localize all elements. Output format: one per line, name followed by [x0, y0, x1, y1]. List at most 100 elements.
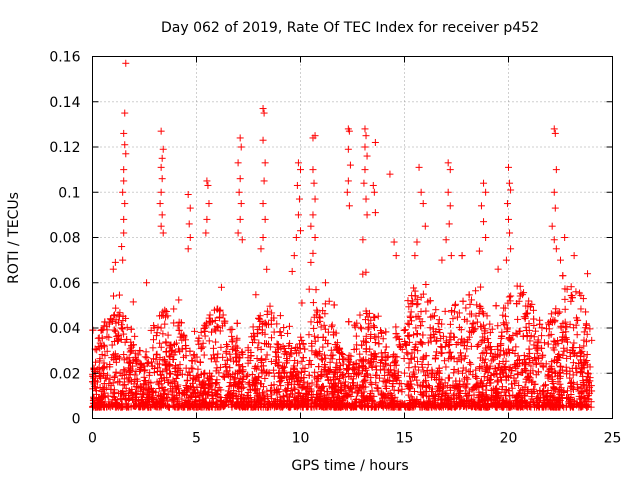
- x-tick-label: 0: [88, 431, 97, 447]
- data-point: [120, 366, 128, 374]
- data-point-peak: [551, 204, 559, 212]
- data-point: [196, 358, 204, 366]
- data-point: [504, 324, 512, 332]
- data-point: [396, 341, 404, 349]
- data-point: [557, 362, 565, 370]
- data-point: [92, 358, 100, 366]
- data-point: [431, 355, 439, 363]
- data-point: [576, 348, 584, 356]
- data-point: [304, 391, 312, 399]
- data-point: [217, 393, 225, 401]
- data-point: [285, 322, 293, 330]
- data-point: [424, 361, 432, 369]
- data-point: [356, 311, 364, 319]
- data-point: [157, 392, 165, 400]
- data-point: [477, 322, 485, 330]
- data-point: [127, 325, 135, 333]
- data-point-peak: [184, 191, 192, 199]
- data-point-peak: [111, 258, 119, 266]
- data-point: [458, 252, 466, 260]
- data-point: [294, 397, 302, 405]
- data-point: [258, 326, 266, 334]
- data-point: [284, 379, 292, 387]
- data-point: [191, 327, 199, 335]
- data-point: [416, 338, 424, 346]
- data-point: [498, 332, 506, 340]
- data-point: [293, 343, 301, 351]
- data-point: [451, 308, 459, 316]
- data-point: [432, 337, 440, 345]
- data-point: [401, 340, 409, 348]
- data-point: [344, 382, 352, 390]
- data-point: [502, 319, 510, 327]
- data-point: [165, 352, 173, 360]
- data-point: [200, 351, 208, 359]
- data-point: [186, 371, 194, 379]
- data-point-peak: [290, 252, 298, 260]
- data-point: [415, 366, 423, 374]
- data-point: [458, 369, 466, 377]
- data-point: [147, 379, 155, 387]
- data-point-peak: [307, 258, 315, 266]
- data-point: [279, 343, 287, 351]
- data-point: [168, 387, 176, 395]
- data-point: [322, 354, 330, 362]
- data-point-peak: [236, 134, 244, 142]
- data-point: [519, 403, 527, 411]
- data-point-peak: [120, 215, 128, 223]
- data-point: [189, 365, 197, 373]
- data-point: [164, 331, 172, 339]
- data-point: [372, 353, 380, 361]
- data-point: [100, 380, 108, 388]
- data-point: [450, 333, 458, 341]
- data-point: [132, 389, 140, 397]
- data-point-peak: [444, 159, 452, 167]
- data-point: [120, 330, 128, 338]
- data-point: [94, 397, 102, 405]
- data-point: [108, 341, 116, 349]
- data-point: [576, 356, 584, 364]
- data-point: [152, 351, 160, 359]
- data-point: [578, 388, 586, 396]
- data-point: [141, 377, 149, 385]
- data-point: [431, 312, 439, 320]
- data-point: [519, 332, 527, 340]
- data-point: [516, 327, 524, 335]
- data-point: [277, 332, 285, 340]
- data-point-peak: [185, 220, 193, 228]
- data-point: [193, 353, 201, 361]
- data-point: [485, 376, 493, 384]
- data-point: [500, 396, 508, 404]
- data-point: [521, 313, 529, 321]
- data-point: [211, 317, 219, 325]
- data-point: [476, 392, 484, 400]
- data-point: [303, 384, 311, 392]
- data-point: [433, 348, 441, 356]
- data-point: [143, 354, 151, 362]
- data-point-peak: [204, 181, 212, 189]
- data-point: [136, 347, 144, 355]
- data-point: [254, 325, 262, 333]
- data-point: [559, 351, 567, 359]
- data-point: [472, 287, 480, 295]
- data-point: [262, 355, 270, 363]
- data-point: [530, 333, 538, 341]
- data-point: [361, 337, 369, 345]
- data-point: [359, 270, 367, 278]
- data-point-peak: [362, 195, 370, 203]
- data-point-peak: [438, 256, 446, 264]
- data-point: [295, 349, 303, 357]
- data-point: [402, 341, 410, 349]
- data-point: [493, 370, 501, 378]
- data-point: [352, 359, 360, 367]
- data-point-peak: [447, 252, 455, 260]
- data-point: [468, 310, 476, 318]
- data-point: [232, 401, 240, 409]
- data-point: [161, 306, 169, 314]
- data-point: [172, 374, 180, 382]
- data-point: [123, 323, 131, 331]
- data-point: [324, 388, 332, 396]
- data-point: [507, 292, 515, 300]
- data-point: [257, 345, 265, 353]
- data-point: [298, 336, 306, 344]
